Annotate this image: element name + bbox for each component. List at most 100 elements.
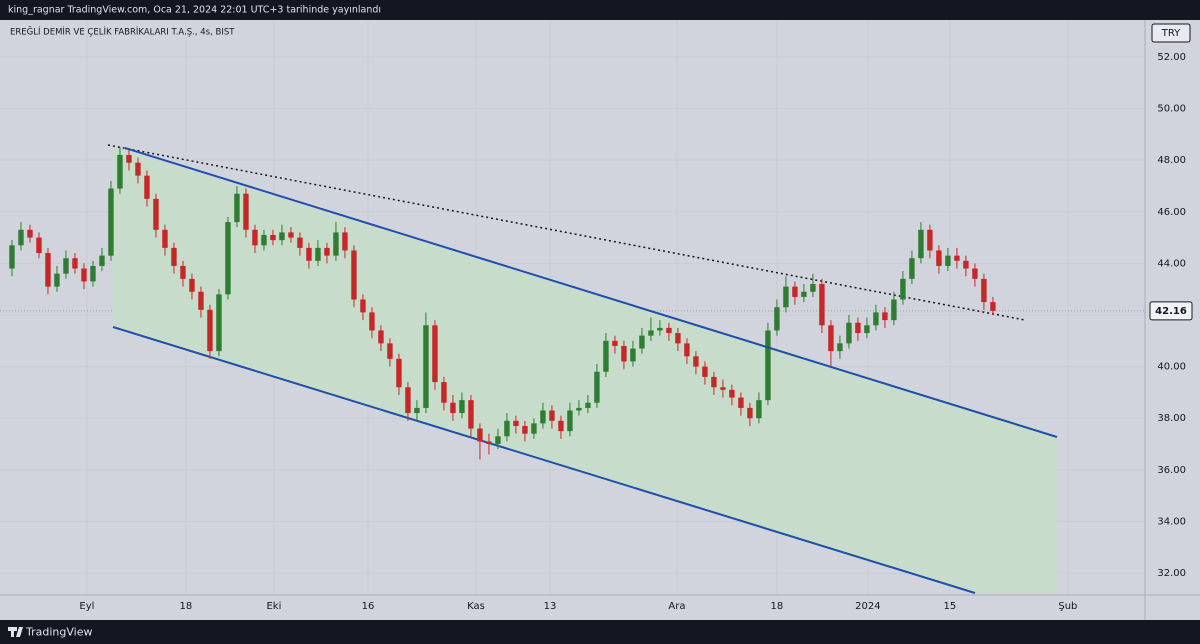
candle-body bbox=[693, 356, 699, 367]
logo-part bbox=[16, 627, 23, 637]
candle-body bbox=[972, 268, 978, 279]
candle-body bbox=[333, 232, 339, 256]
axes: 32.0034.0036.0038.0040.0042.0044.0046.00… bbox=[79, 52, 1193, 612]
candle-body bbox=[261, 234, 267, 246]
candle-body bbox=[306, 247, 312, 261]
candle-body bbox=[864, 325, 870, 334]
last-price-box bbox=[1149, 301, 1193, 321]
x-tick-label: Şub bbox=[1058, 601, 1077, 612]
candle-body bbox=[459, 400, 465, 414]
candle-body bbox=[189, 278, 195, 292]
x-tick-label: Eyl bbox=[79, 601, 94, 612]
candle-body bbox=[495, 436, 501, 445]
candle-body bbox=[414, 407, 420, 414]
candle-body bbox=[117, 154, 123, 189]
candle-body bbox=[612, 340, 618, 346]
candle-body bbox=[423, 325, 429, 408]
candle-body bbox=[837, 343, 843, 352]
candle-body bbox=[45, 253, 51, 287]
y-tick-label: 48.00 bbox=[1157, 155, 1186, 166]
candle-body bbox=[432, 325, 438, 383]
candle-body bbox=[270, 234, 276, 241]
candle-body bbox=[315, 247, 321, 261]
y-tick-label: 46.00 bbox=[1157, 207, 1186, 218]
candle-body bbox=[657, 327, 663, 331]
candle-body bbox=[297, 237, 303, 248]
channel-lower bbox=[112, 326, 976, 594]
candle-body bbox=[711, 376, 717, 388]
candle-body bbox=[513, 420, 519, 426]
candle-body bbox=[99, 255, 105, 266]
candle-body bbox=[468, 400, 474, 429]
candle-body bbox=[180, 265, 186, 279]
candle-body bbox=[81, 268, 87, 282]
logo bbox=[8, 627, 23, 637]
candle-body bbox=[198, 291, 204, 310]
x-tick-label: 13 bbox=[544, 601, 557, 612]
candle-body bbox=[576, 407, 582, 411]
candle-body bbox=[153, 198, 159, 230]
candle-body bbox=[648, 330, 654, 336]
candle-body bbox=[450, 402, 456, 414]
candle-body bbox=[558, 420, 564, 432]
candle-body bbox=[36, 237, 42, 254]
candle-body bbox=[639, 335, 645, 349]
candle-body bbox=[900, 278, 906, 300]
candle-body bbox=[810, 284, 816, 292]
candle-body bbox=[351, 250, 357, 300]
y-tick-label: 50.00 bbox=[1157, 104, 1186, 115]
candle-body bbox=[855, 322, 861, 334]
candle-body bbox=[396, 358, 402, 388]
candle-body bbox=[243, 193, 249, 230]
x-tick-label: 16 bbox=[362, 601, 375, 612]
candle-body bbox=[963, 260, 969, 269]
x-tick-label: Eki bbox=[266, 601, 281, 612]
brand: TradingView bbox=[25, 626, 92, 639]
candle-body bbox=[486, 441, 492, 445]
candle-body bbox=[909, 258, 915, 279]
candle-body bbox=[828, 325, 834, 352]
candle-body bbox=[405, 387, 411, 414]
candle-body bbox=[981, 278, 987, 303]
x-tick-label: 2024 bbox=[855, 601, 880, 612]
candle-body bbox=[522, 425, 528, 434]
candle-body bbox=[171, 247, 177, 266]
y-tick-label: 36.00 bbox=[1157, 465, 1186, 476]
candle-body bbox=[756, 400, 762, 419]
y-tick-label: 34.00 bbox=[1157, 516, 1186, 527]
candle-body bbox=[702, 366, 708, 377]
candle-body bbox=[207, 309, 213, 352]
candle-body bbox=[774, 307, 780, 331]
candle-body bbox=[747, 407, 753, 419]
candle-body bbox=[729, 389, 735, 398]
candle-body bbox=[441, 382, 447, 403]
publisher: king_ragnar TradingView.com, Oca 21, 202… bbox=[8, 5, 381, 16]
bottom-bar bbox=[0, 620, 1200, 644]
candle-body bbox=[90, 265, 96, 282]
candle-body bbox=[630, 348, 636, 362]
candle-body bbox=[603, 340, 609, 372]
candle-body bbox=[252, 229, 258, 246]
candle-body bbox=[135, 162, 141, 176]
y-tick-label: 32.00 bbox=[1157, 568, 1186, 579]
candle-body bbox=[585, 402, 591, 408]
x-tick-label: 18 bbox=[771, 601, 784, 612]
candle-body bbox=[369, 312, 375, 331]
candle-body bbox=[342, 232, 348, 251]
x-tick-label: 15 bbox=[944, 601, 957, 612]
candle-body bbox=[738, 397, 744, 408]
candle-body bbox=[9, 245, 15, 269]
candle-body bbox=[216, 294, 222, 352]
y-tick-label: 38.00 bbox=[1157, 413, 1186, 424]
candle-body bbox=[936, 250, 942, 266]
candle-body bbox=[675, 333, 681, 344]
x-tick-label: Kas bbox=[467, 601, 485, 612]
candle-body bbox=[873, 312, 879, 326]
candle-body bbox=[801, 291, 807, 297]
currency-box bbox=[1151, 23, 1191, 43]
candle-body bbox=[126, 154, 132, 163]
candle-body bbox=[279, 232, 285, 241]
